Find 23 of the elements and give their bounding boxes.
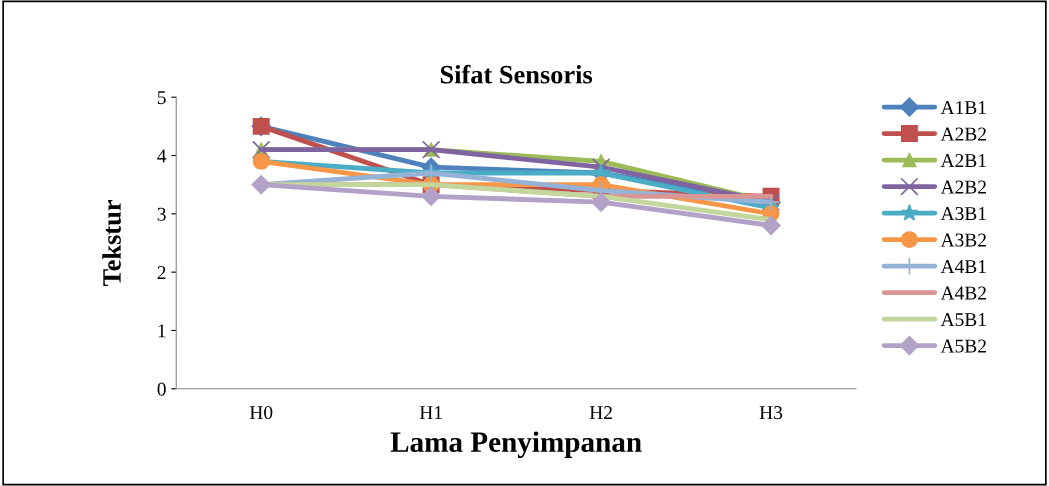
x-tick-label: H3 (759, 406, 783, 420)
legend-label: A5B2 (940, 339, 986, 353)
y-tick-label: 1 (158, 324, 166, 338)
legend-label: A5B1 (940, 313, 986, 327)
y-tick-label: 3 (157, 207, 166, 221)
legend-label: A4B2 (940, 286, 986, 300)
x-tick-label: H2 (589, 406, 612, 419)
x-tick-label: H1 (419, 406, 442, 419)
x-tick-label: H0 (249, 406, 273, 420)
legend-label: A2B1 (940, 154, 986, 167)
y-axis-title: Tekstur (102, 200, 121, 287)
y-tick-label: 2 (157, 266, 166, 279)
y-tick-label: 0 (157, 382, 166, 396)
legend-label: A3B2 (940, 233, 986, 247)
x-axis-title: Lama Penyimpanan (390, 431, 642, 458)
legend-label: A2B2 (940, 180, 986, 194)
y-tick-label: 5 (157, 91, 166, 105)
chart-title: Sifat Sensoris (440, 64, 593, 84)
y-tick-label: 4 (157, 149, 167, 163)
legend-label: A1B1 (940, 101, 986, 114)
legend-label: A2B2 (940, 127, 986, 141)
legend-label: A3B1 (940, 207, 986, 221)
legend-label: A4B1 (940, 260, 986, 273)
